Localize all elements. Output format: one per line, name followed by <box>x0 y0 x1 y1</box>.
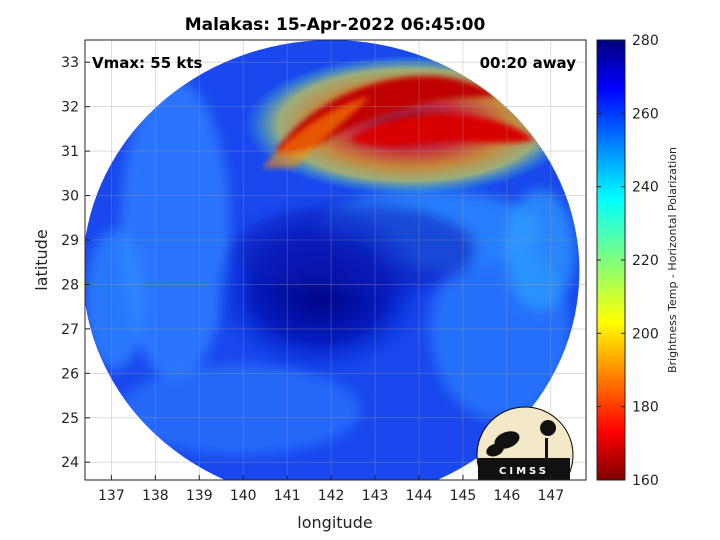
y-tick-label: 30 <box>61 189 79 205</box>
cold-band-edge <box>262 96 370 168</box>
x-tick-label: 145 <box>450 488 477 504</box>
y-tick-label: 29 <box>61 233 79 249</box>
y-tick-label: 24 <box>61 455 79 471</box>
x-tick-label: 143 <box>362 488 389 504</box>
x-axis-label: longitude <box>297 513 372 532</box>
colorbar-tick-label: 200 <box>632 326 659 342</box>
colorbar-ticks: 160 180 200 220 240 260 280 <box>597 33 659 489</box>
y-tick-label: 26 <box>61 366 79 382</box>
y-tick-label: 31 <box>61 144 79 160</box>
colorbar-tick-label: 240 <box>632 180 659 196</box>
x-tick-label: 137 <box>98 488 125 504</box>
y-tick-label: 32 <box>61 100 79 116</box>
y-tick-label: 25 <box>61 411 79 427</box>
colorbar: 160 180 200 220 240 260 280 Brightness Temp - … <box>596 33 679 489</box>
y-tick-label: 28 <box>61 277 79 293</box>
x-tick-label: 141 <box>274 488 301 504</box>
x-tick-label: 144 <box>406 488 433 504</box>
rainband <box>85 230 145 370</box>
logo-text: CIMSS <box>499 466 549 477</box>
cold-band-arc <box>350 114 535 147</box>
x-tick-label: 142 <box>318 488 345 504</box>
colorbar-tick-label: 280 <box>632 33 659 49</box>
x-tick-label: 147 <box>537 488 564 504</box>
colorbar-tick-label: 180 <box>632 400 659 416</box>
x-tick-label: 140 <box>230 488 257 504</box>
x-tick-label: 138 <box>142 488 169 504</box>
tower-icon <box>545 438 548 463</box>
dark-band <box>235 205 475 295</box>
y-axis-label: latitude <box>32 229 51 290</box>
y-axis: 24 25 26 27 28 29 30 31 32 33 <box>61 55 90 471</box>
rainband <box>505 190 575 310</box>
x-tick-label: 139 <box>186 488 213 504</box>
rainband <box>120 80 230 380</box>
chart-title: Malakas: 15-Apr-2022 06:45:00 <box>185 15 486 35</box>
colorbar-tick-label: 220 <box>632 253 659 269</box>
rainband <box>120 365 360 455</box>
x-tick-label: 146 <box>494 488 521 504</box>
colorbar-tick-label: 260 <box>632 106 659 122</box>
tower-icon <box>540 420 556 436</box>
cimss-logo: CIMSS <box>476 406 574 480</box>
y-tick-label: 33 <box>61 55 79 71</box>
vmax-annotation: Vmax: 55 kts <box>92 54 202 72</box>
plot-area: CIMSS <box>85 40 586 480</box>
x-axis: 137 138 139 140 141 142 143 144 145 146 147 <box>98 475 564 504</box>
time-away-annotation: 00:20 away <box>480 54 577 72</box>
satellite-dish-icon <box>486 443 504 457</box>
grid <box>85 40 586 480</box>
building-icon <box>478 458 570 480</box>
colorbar-label: Brightness Temp - Horizontal Polarizatio… <box>666 147 679 373</box>
y-tick-label: 27 <box>61 322 79 338</box>
colorbar-tick-label: 160 <box>632 473 659 489</box>
